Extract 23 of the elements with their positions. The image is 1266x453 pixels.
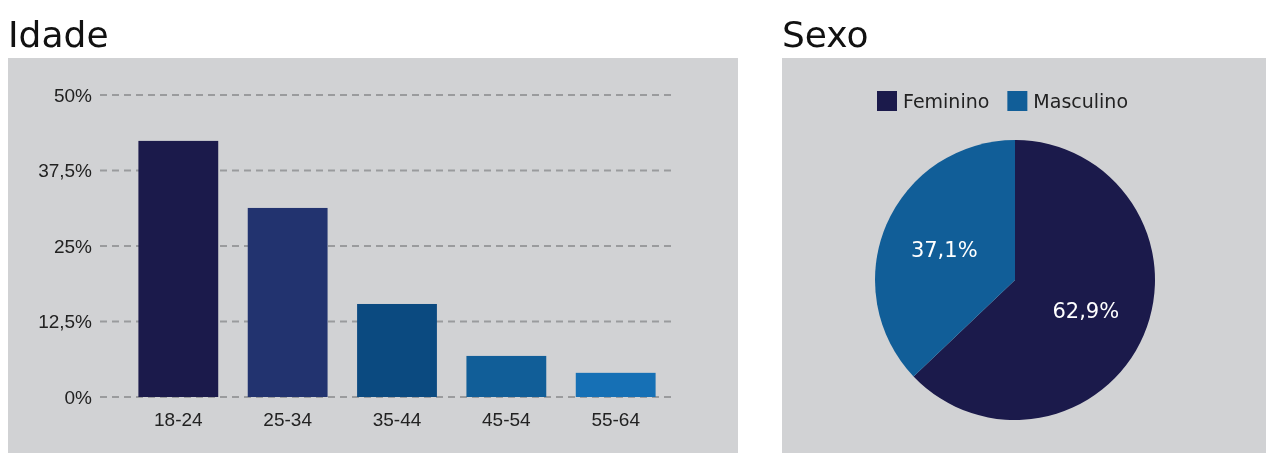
bar xyxy=(138,140,219,397)
x-tick-label: 18-24 xyxy=(154,409,204,431)
bar xyxy=(247,207,328,397)
chart-title: Sexo xyxy=(782,14,869,55)
bar xyxy=(575,372,656,397)
y-tick-label: 37,5% xyxy=(38,160,93,182)
legend-label: Feminino xyxy=(903,90,990,112)
x-tick-label: 55-64 xyxy=(591,409,641,431)
y-tick-label: 25% xyxy=(53,235,93,257)
bar xyxy=(357,303,437,397)
x-tick-label: 45-54 xyxy=(482,409,532,431)
x-tick-label: 25-34 xyxy=(263,409,313,431)
y-tick-label: 12,5% xyxy=(38,311,93,333)
pie-slice xyxy=(875,140,1015,377)
y-tick-label: 0% xyxy=(64,386,93,408)
legend-label: Masculino xyxy=(1033,90,1129,112)
data-label: 62,9% xyxy=(1052,298,1120,323)
bar xyxy=(466,355,547,397)
x-tick-label: 35-44 xyxy=(372,409,422,431)
pie-slice xyxy=(913,140,1155,420)
data-label: 37,1% xyxy=(910,237,978,262)
y-tick-label: 50% xyxy=(53,84,93,106)
chart-title: Idade xyxy=(8,14,109,55)
